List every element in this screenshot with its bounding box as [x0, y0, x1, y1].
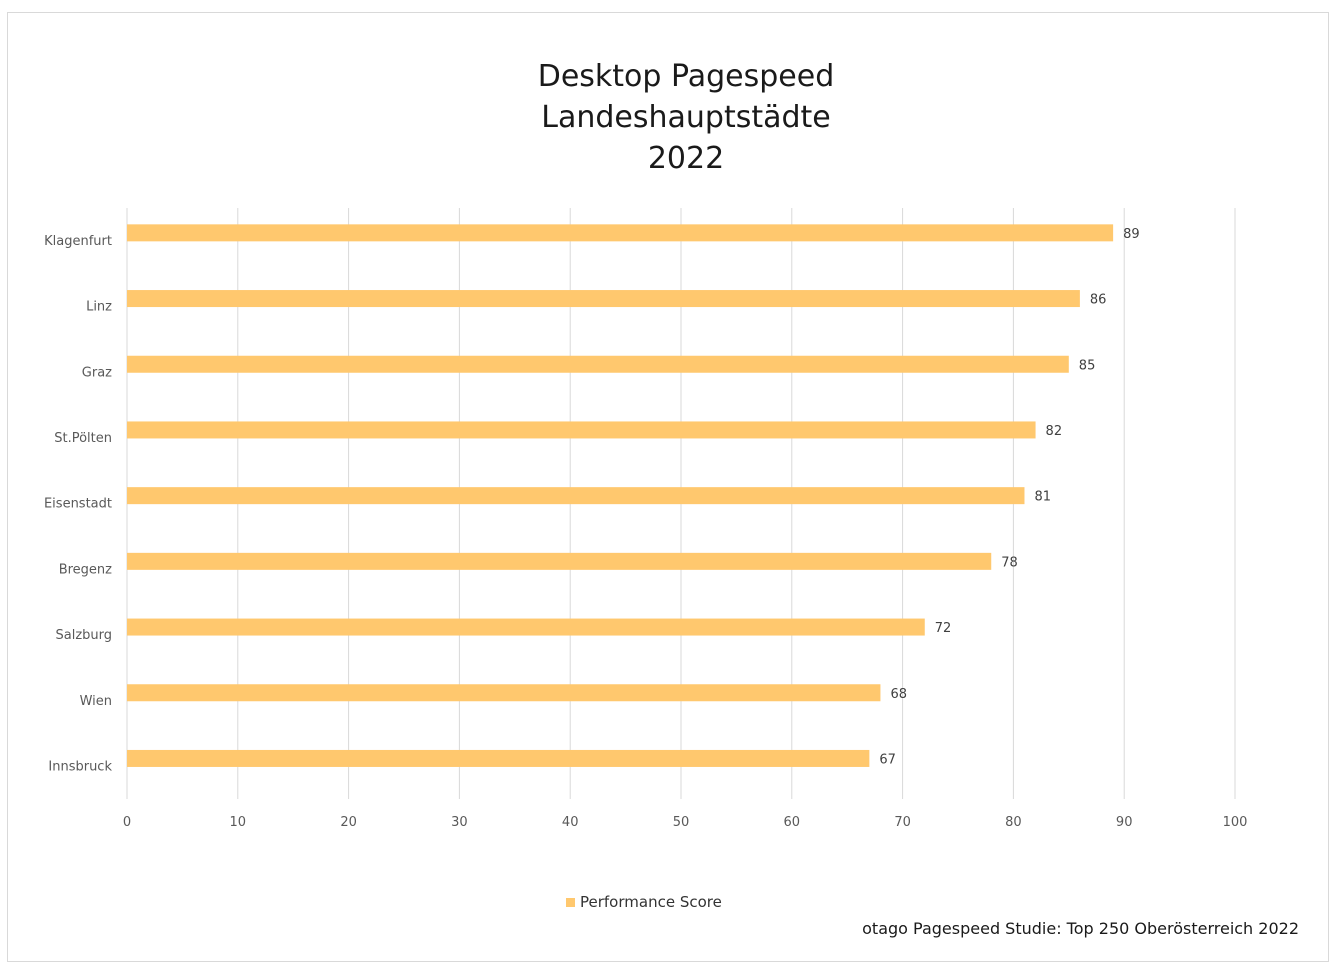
x-tick-label: 80 [1005, 815, 1022, 830]
x-tick-label: 100 [1223, 815, 1248, 830]
bar [127, 421, 1036, 439]
bar [127, 355, 1069, 373]
bar [127, 487, 1025, 505]
bar [127, 290, 1080, 308]
legend-label: Performance Score [580, 893, 722, 911]
chart-frame [7, 12, 1329, 962]
data-label: 67 [879, 752, 896, 767]
category-label: Wien [80, 694, 112, 709]
data-label: 72 [935, 621, 952, 636]
data-label: 81 [1034, 490, 1051, 505]
chart-title-line-1: Desktop Pagespeed [537, 59, 835, 94]
data-label: 68 [890, 687, 907, 702]
bar [127, 749, 870, 767]
x-tick-label: 60 [784, 815, 801, 830]
category-label: Linz [86, 300, 112, 315]
category-label: Salzburg [55, 628, 112, 643]
x-tick-label: 90 [1116, 815, 1133, 830]
category-label: Innsbruck [48, 759, 112, 774]
bar [127, 552, 992, 570]
chart-title: Desktop Pagespeed Landeshauptstädte 2022 [0, 56, 1334, 179]
category-label: Graz [82, 365, 112, 380]
category-label: Eisenstadt [44, 497, 112, 512]
legend: Performance Score [566, 893, 722, 911]
x-tick-label: 50 [673, 815, 690, 830]
x-tick-label: 20 [340, 815, 357, 830]
data-label: 86 [1090, 293, 1107, 308]
category-label: Klagenfurt [44, 234, 112, 249]
x-tick-label: 40 [562, 815, 579, 830]
data-label: 82 [1046, 424, 1063, 439]
bar [127, 224, 1114, 242]
x-tick-label: 70 [894, 815, 911, 830]
source-note: otago Pagespeed Studie: Top 250 Oberöste… [862, 919, 1299, 938]
x-tick-label: 10 [230, 815, 247, 830]
bar [127, 618, 925, 636]
category-label: Bregenz [59, 562, 112, 577]
x-tick-label: 30 [451, 815, 468, 830]
bar [127, 684, 881, 702]
chart-title-line-3: 2022 [647, 141, 725, 176]
x-tick-label: 0 [123, 815, 131, 830]
data-label: 89 [1123, 227, 1140, 242]
data-label: 78 [1001, 555, 1018, 570]
chart-title-line-2: Landeshauptstädte [541, 100, 831, 135]
category-label: St.Pölten [54, 431, 112, 446]
data-label: 85 [1079, 358, 1096, 373]
legend-swatch [566, 897, 575, 907]
